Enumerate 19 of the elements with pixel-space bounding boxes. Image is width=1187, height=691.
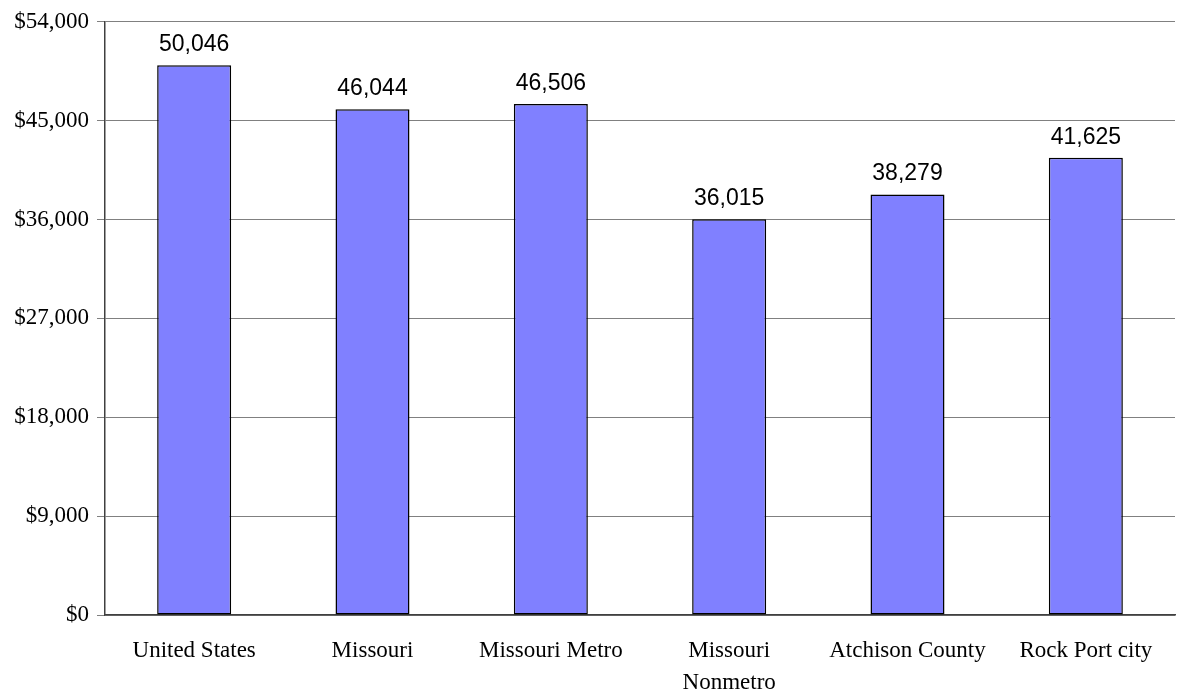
x-tick-label: Missouri Nonmetro [682, 637, 776, 691]
x-tick-label: Rock Port city [1019, 637, 1153, 663]
data-label: 41,625 [1050, 122, 1122, 149]
x-tick-label: Missouri Metro [478, 637, 623, 663]
data-label: 46,506 [515, 68, 587, 95]
data-label: 50,046 [158, 30, 230, 57]
y-tick-label: $54,000 [14, 7, 89, 33]
y-tick-label: $0 [66, 601, 89, 627]
data-label: 36,015 [693, 184, 765, 211]
y-tick-label: $36,000 [14, 205, 89, 231]
x-tick-label: Missouri [331, 637, 414, 663]
y-tick-label: $18,000 [14, 403, 89, 429]
y-tick-label: $45,000 [14, 106, 89, 132]
data-label: 46,044 [337, 74, 408, 101]
x-tick-label: United States [132, 637, 256, 663]
x-tick-label: Atchison County [829, 637, 987, 663]
data-label: 38,279 [872, 159, 943, 186]
y-tick-label: $9,000 [25, 502, 89, 528]
y-tick-label: $27,000 [14, 304, 89, 330]
